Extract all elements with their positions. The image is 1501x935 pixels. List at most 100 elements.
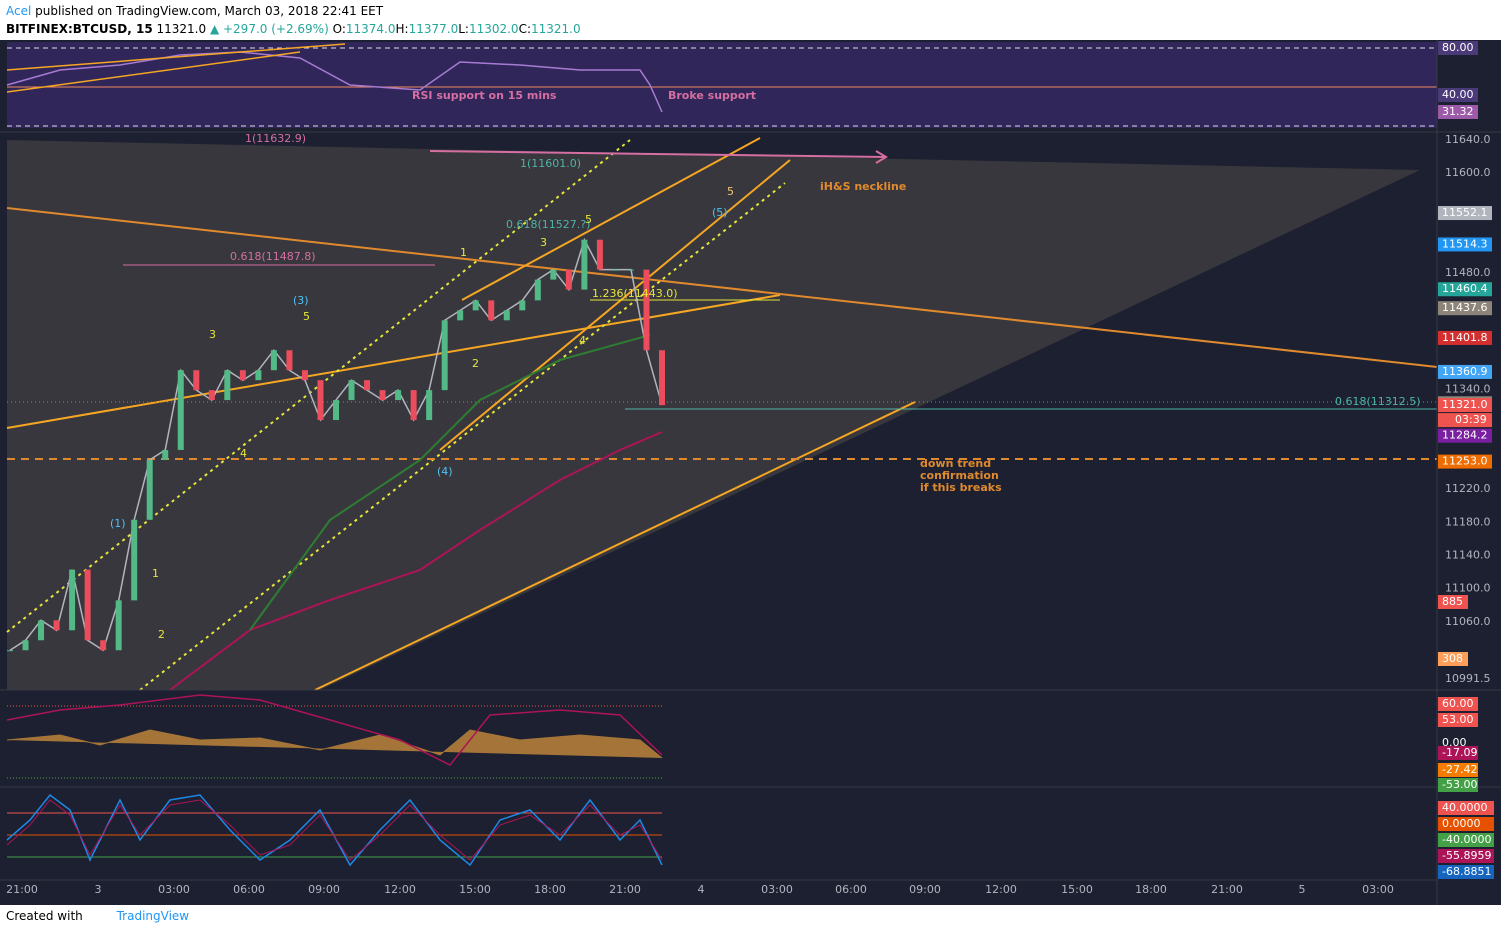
candle	[22, 640, 29, 651]
rsi_axis-badge	[1438, 105, 1478, 119]
candle	[255, 370, 262, 381]
osc1_axis-text: -27.42	[1442, 763, 1477, 776]
candle	[441, 320, 448, 391]
osc2_axis-badge	[1438, 849, 1494, 863]
price-badge	[1438, 282, 1492, 297]
osc1_axis-text: 0.00	[1442, 736, 1467, 749]
time-tick: 21:00	[6, 883, 38, 896]
time-tick: 09:00	[909, 883, 941, 896]
time-tick: 21:00	[1211, 883, 1243, 896]
price-tick: 10991.5	[1445, 672, 1491, 685]
candle	[224, 370, 231, 401]
wave-label: (5)	[712, 206, 728, 219]
candle	[38, 620, 45, 641]
time-tick: 15:00	[1061, 883, 1093, 896]
time-tick: 03:00	[761, 883, 793, 896]
price-badge	[1438, 301, 1492, 316]
annotation: Broke support	[668, 89, 756, 102]
osc2_axis-text: 40.0000	[1442, 801, 1488, 814]
ohlc-key: L:	[458, 22, 469, 36]
candle	[286, 350, 293, 371]
price-tick: 11180.0	[1445, 515, 1491, 528]
price-badge-text: 11401.8	[1442, 331, 1488, 344]
price-badge	[1438, 428, 1492, 443]
wave-label: (3)	[293, 294, 309, 307]
price-badge	[1438, 364, 1492, 379]
brand[interactable]: TradingView	[116, 909, 190, 923]
ohlc: O:11374.0H:11377.0L:11302.0C:11321.0	[333, 22, 581, 36]
candle	[317, 380, 324, 421]
ma	[169, 431, 663, 691]
osc1-line	[6, 694, 663, 766]
annotation: if this breaks	[920, 481, 1002, 494]
ohlc-value: 11302.0	[468, 22, 519, 36]
footer: Created with TradingView	[6, 909, 189, 923]
candle	[146, 459, 153, 520]
wave-label: (4)	[437, 465, 453, 478]
price-badge	[1438, 330, 1492, 345]
wave-label: 1	[460, 246, 467, 259]
triangle	[7, 140, 1420, 690]
ohlc-value: 11377.0	[408, 22, 459, 36]
trendline	[6, 207, 1438, 368]
candle	[131, 519, 138, 601]
price-badge	[1438, 454, 1492, 469]
osc2_axis-text: 0.0000	[1442, 817, 1481, 830]
osc1_axis-badge	[1438, 697, 1478, 711]
volume-badge-text: 885	[1442, 595, 1463, 608]
time-tick: 15:00	[459, 883, 491, 896]
price-tick: 11060.0	[1445, 615, 1491, 628]
osc1_axis-text: -17.09	[1442, 746, 1477, 759]
rsi_axis-text: 80.00	[1442, 41, 1474, 54]
time-tick: 06:00	[233, 883, 265, 896]
price-badge-text: 11552.1	[1442, 206, 1488, 219]
candle	[627, 269, 634, 271]
osc2_axis-text: -68.8851	[1442, 865, 1491, 878]
wave-label: 5	[727, 185, 734, 198]
rsi-trend	[6, 51, 301, 93]
rsi_axis-badge	[1438, 41, 1478, 55]
candle	[643, 269, 650, 351]
osc1_axis-text: -53.00	[1442, 778, 1477, 791]
candle	[379, 390, 386, 401]
fib-label: 1(11632.9)	[245, 132, 306, 145]
time-tick: 21:00	[609, 883, 641, 896]
price-tick: 11640.0	[1445, 133, 1491, 146]
time-tick: 06:00	[835, 883, 867, 896]
wave-label: 4	[579, 334, 586, 347]
candle	[270, 350, 277, 371]
rsi-trend	[6, 43, 346, 71]
byline: Acel published on TradingView.com, March…	[6, 4, 383, 18]
last: 11321.0	[156, 22, 207, 36]
fib-label: 0.618(11312.5)	[1335, 395, 1421, 408]
price-badge	[1438, 237, 1492, 252]
price-badge-text: 11360.9	[1442, 365, 1488, 378]
price-tick: 11100.0	[1445, 582, 1491, 595]
author[interactable]: Acel	[6, 4, 32, 18]
candle	[581, 239, 588, 290]
trendline	[314, 401, 916, 691]
time-tick: 12:00	[384, 883, 416, 896]
arrow	[429, 150, 886, 158]
time-tick: 18:00	[1135, 883, 1167, 896]
volume-badge-text: 308	[1442, 652, 1463, 665]
time-tick: 5	[1299, 883, 1306, 896]
wave-label: 3	[209, 328, 216, 341]
fib-label: 0.618(11487.8)	[230, 250, 316, 263]
candle	[426, 390, 433, 421]
ohlc-value: 11321.0	[530, 22, 581, 36]
candle	[193, 370, 200, 391]
candle	[457, 310, 464, 321]
published: published on TradingView.com, March 03, …	[35, 4, 384, 18]
channel	[461, 137, 761, 301]
annotation: RSI support on 15 mins	[412, 89, 557, 102]
change: ▲ +297.0 (+2.69%)	[209, 22, 329, 36]
wave-label: 4	[240, 447, 247, 460]
candle	[659, 350, 665, 406]
fib-label: 1(11601.0)	[520, 157, 581, 170]
osc1_axis-badge	[1438, 763, 1478, 777]
countdown-badge	[1438, 413, 1492, 428]
candle	[84, 569, 91, 641]
candle	[503, 310, 510, 321]
osc1_axis-text: 60.00	[1442, 697, 1474, 710]
